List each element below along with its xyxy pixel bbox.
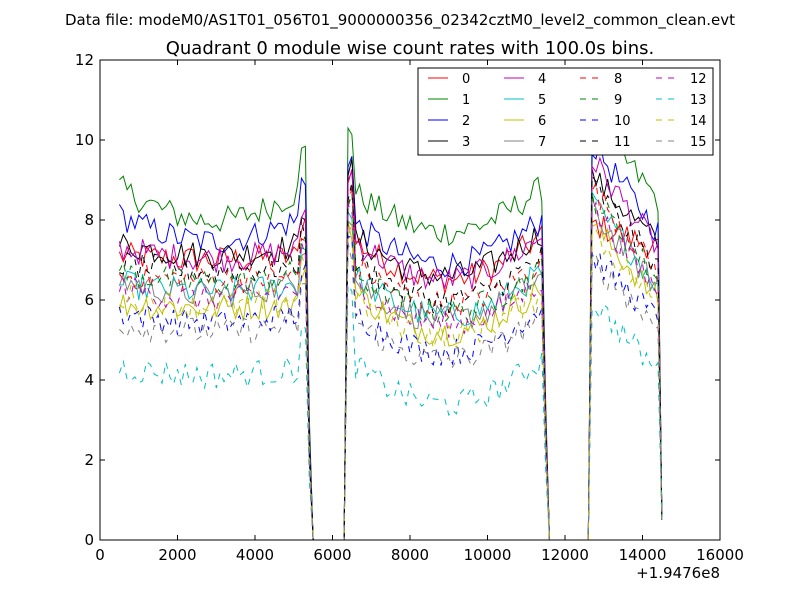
legend-label-15: 15 [690,135,707,150]
x-tick-label: 12000 [541,546,589,564]
series-line-2 [118,140,663,541]
y-tick-label: 6 [84,291,94,309]
series-line-3 [118,158,663,541]
legend-label-1: 1 [462,93,470,108]
legend-label-14: 14 [690,114,707,129]
legend-label-11: 11 [614,135,631,150]
series-line-8 [118,181,663,541]
y-tick-label: 12 [75,51,94,69]
x-tick-label: 10000 [464,546,512,564]
y-tick-label: 4 [84,371,94,389]
series-layer [118,120,663,541]
legend-label-5: 5 [538,93,546,108]
series-line-11 [119,174,663,541]
data-file-header: Data file: modeM0/AS1T01_056T01_90000003… [65,11,735,30]
y-tick-label: 0 [84,531,94,549]
x-tick-label: 14000 [619,546,667,564]
series-line-6 [118,221,663,541]
x-tick-label: 16000 [696,546,744,564]
series-line-15 [119,241,663,541]
legend-label-4: 4 [538,72,546,87]
legend-label-9: 9 [614,93,622,108]
series-line-12 [118,201,663,541]
legend-label-3: 3 [462,135,470,150]
series-line-14 [119,221,663,541]
chart-title: Quadrant 0 module wise count rates with … [166,38,655,59]
y-tick-label: 10 [75,131,94,149]
y-tick-label: 8 [84,211,94,229]
x-tick-label: 2000 [158,546,196,564]
legend-label-6: 6 [538,114,546,129]
x-tick-label: 6000 [313,546,351,564]
tick-layer: 0 2000 4000 6000 8000 10000 12000 14000 16000 0 2 4… [75,51,744,564]
series-line-1 [119,120,663,541]
x-offset-label: +1.9476e8 [636,564,720,582]
series-line-0 [118,169,663,541]
legend-label-8: 8 [614,72,622,87]
x-tick-label: 8000 [391,546,429,564]
legend-label-13: 13 [690,93,707,108]
y-tick-label: 2 [84,451,94,469]
series-line-13 [118,283,663,541]
x-tick-label: 4000 [236,546,274,564]
legend-label-7: 7 [538,135,546,150]
legend-label-12: 12 [690,72,707,87]
series-line-10 [118,235,663,541]
plot-area: 0 2000 4000 6000 8000 10000 12000 14000 16000 0 2 4… [75,51,744,564]
legend-label-2: 2 [462,114,470,129]
legend-label-0: 0 [462,72,470,87]
legend-label-10: 10 [614,114,631,129]
legend-box [417,67,714,156]
x-tick-label: 0 [95,546,105,564]
